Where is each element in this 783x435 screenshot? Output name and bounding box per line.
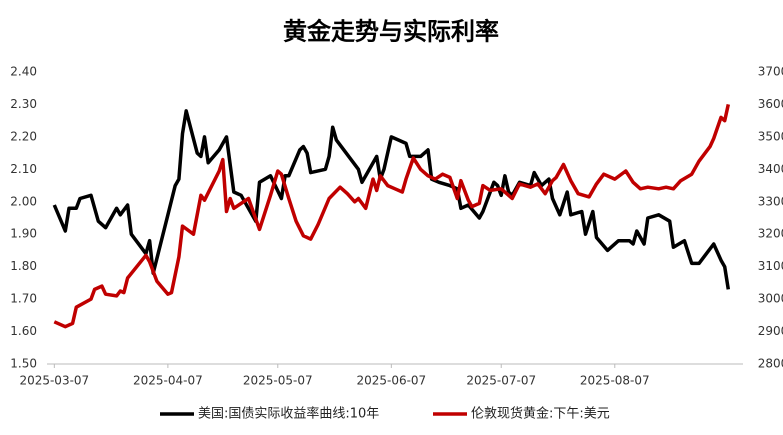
x-tick-label: 2025-07-07 bbox=[466, 374, 536, 388]
y2-tick-label: 3000 bbox=[758, 292, 783, 306]
x-tick-label: 2025-03-07 bbox=[19, 374, 89, 388]
y-tick-label: 2.40 bbox=[10, 65, 37, 79]
y-tick-label: 1.50 bbox=[10, 357, 37, 371]
y2-tick-label: 2900 bbox=[758, 324, 783, 338]
x-tick-label: 2025-04-07 bbox=[133, 374, 203, 388]
x-tick-label: 2025-05-07 bbox=[243, 374, 313, 388]
data-line bbox=[52, 109, 731, 290]
legend-label: 伦敦现货黄金:下午:美元 bbox=[471, 406, 610, 422]
y-tick-label: 2.30 bbox=[10, 97, 37, 111]
legend-label: 美国:国债实际收益率曲线:10年 bbox=[198, 406, 379, 422]
y2-tick-label: 3200 bbox=[758, 227, 783, 241]
y-tick-label: 2.00 bbox=[10, 194, 37, 208]
x-tick-label: 2025-06-07 bbox=[356, 374, 426, 388]
y2-tick-label: 3300 bbox=[758, 194, 783, 208]
chart-title: 黄金走势与实际利率 bbox=[283, 17, 499, 46]
y2-tick-label: 3400 bbox=[758, 162, 783, 176]
y2-tick-label: 3100 bbox=[758, 259, 783, 273]
x-tick-label: 2025-08-07 bbox=[580, 374, 650, 388]
y2-tick-label: 3600 bbox=[758, 97, 783, 111]
y-tick-label: 2.10 bbox=[10, 162, 37, 176]
y2-tick-label: 3500 bbox=[758, 129, 783, 143]
data-line bbox=[53, 104, 731, 329]
y-tick-label: 1.70 bbox=[10, 292, 37, 306]
y-tick-label: 1.60 bbox=[10, 324, 37, 338]
y-tick-label: 1.80 bbox=[10, 259, 37, 273]
y2-tick-label: 2800 bbox=[758, 357, 783, 371]
y2-tick-label: 3700 bbox=[758, 65, 783, 79]
y-tick-label: 1.90 bbox=[10, 227, 37, 241]
y-tick-label: 2.20 bbox=[10, 129, 37, 143]
